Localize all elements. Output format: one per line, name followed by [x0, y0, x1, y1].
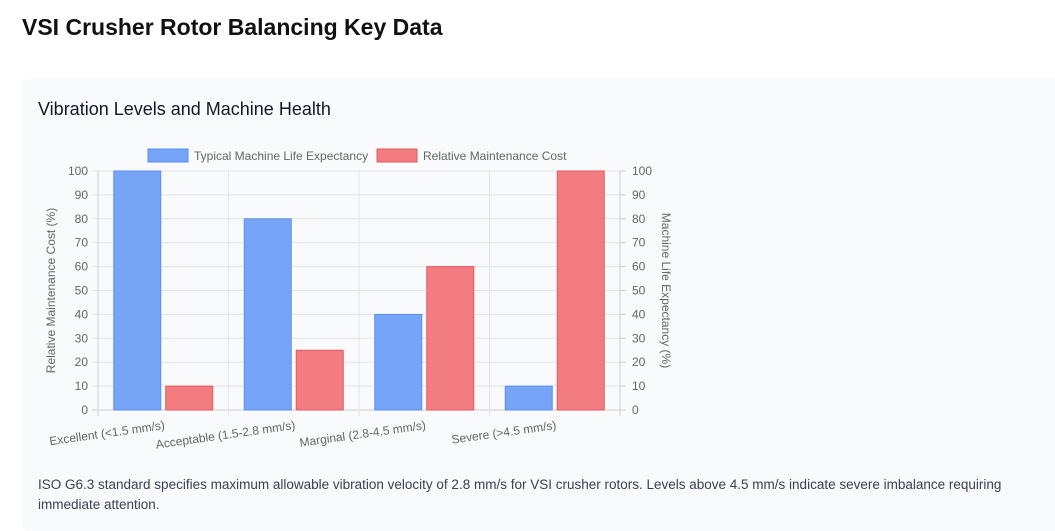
vibration-chart: 0 0 10 10 20 20 30 30 40 40 50 50 60 60 70 70 80 80 90 90 10… [44, 148, 673, 452]
bar-life-expectancy [243, 218, 292, 411]
y-tick-label-right: 20 [632, 355, 646, 369]
y-tick-label-right: 30 [632, 331, 646, 345]
y-tick-label-right: 70 [632, 236, 646, 250]
bar-maintenance-cost [165, 385, 214, 411]
bar-life-expectancy [113, 170, 162, 411]
y-tick-label-left: 20 [75, 355, 89, 369]
y-tick-label-left: 90 [75, 188, 89, 202]
y-tick-label-right: 10 [632, 379, 646, 393]
y-tick-label-right: 60 [632, 260, 646, 274]
bar-life-expectancy [504, 385, 553, 411]
y-tick-label-left: 0 [81, 403, 88, 417]
x-tick-label: Severe (>4.5 mm/s) [451, 418, 558, 447]
y-axis-title-right: Machine Life Expectancy (%) [659, 213, 673, 368]
bar-maintenance-cost [295, 349, 344, 411]
bar-maintenance-cost [426, 266, 475, 411]
y-tick-label-right: 80 [632, 212, 646, 226]
chart-caption: ISO G6.3 standard specifies maximum allo… [38, 477, 1002, 512]
x-tick-label: Excellent (<1.5 mm/s) [48, 418, 165, 448]
y-axis-title-left: Relative Maintenance Cost (%) [44, 208, 58, 373]
bar-life-expectancy [374, 313, 423, 411]
x-tick-label: Acceptable (1.5-2.8 mm/s) [155, 418, 296, 451]
y-tick-label-left: 70 [75, 236, 89, 250]
y-tick-label-right: 100 [632, 164, 652, 178]
y-tick-label-left: 100 [68, 164, 88, 178]
page-title: VSI Crusher Rotor Balancing Key Data [22, 14, 443, 40]
chart-card: Vibration Levels and Machine Health 0 0 10… [22, 79, 1055, 531]
legend-label-life-expectancy: Typical Machine Life Expectancy [194, 149, 368, 163]
bar-maintenance-cost [556, 170, 605, 411]
legend-swatch-maintenance-cost [376, 148, 418, 163]
legend-swatch-life-expectancy [147, 148, 189, 163]
y-tick-label-right: 0 [632, 403, 639, 417]
legend-label-maintenance-cost: Relative Maintenance Cost [423, 149, 567, 163]
y-tick-label-right: 40 [632, 307, 646, 321]
x-tick-label: Marginal (2.8-4.5 mm/s) [299, 418, 427, 450]
y-tick-label-left: 40 [75, 307, 89, 321]
y-tick-label-left: 80 [75, 212, 89, 226]
y-tick-label-right: 90 [632, 188, 646, 202]
y-tick-label-left: 60 [75, 260, 89, 274]
y-tick-label-left: 50 [75, 284, 89, 298]
chart-card-title: Vibration Levels and Machine Health [38, 99, 331, 119]
y-tick-label-left: 10 [75, 379, 89, 393]
y-tick-label-left: 30 [75, 331, 89, 345]
y-tick-label-right: 50 [632, 284, 646, 298]
